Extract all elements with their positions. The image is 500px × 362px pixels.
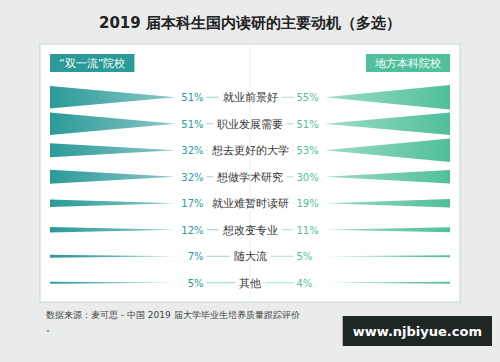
legend-item: 地方本科院校 [366, 54, 450, 72]
data-label: 12% [181, 225, 203, 236]
legend-label: 地方本科院校 [374, 57, 441, 70]
data-label: 55% [297, 92, 319, 103]
wedge [325, 255, 450, 257]
data-label: 53% [297, 145, 319, 156]
wedge [325, 170, 450, 183]
legend-swatch [366, 54, 450, 72]
marks [50, 85, 450, 284]
watermark-box [343, 316, 492, 346]
connector [207, 123, 214, 124]
connector [282, 229, 294, 230]
wedge [325, 139, 450, 162]
data-label: 19% [297, 198, 319, 209]
wedge [50, 255, 175, 258]
data-label: 4% [297, 278, 313, 289]
wedge [50, 170, 175, 184]
wedge [50, 227, 175, 232]
connector [207, 256, 230, 257]
connector [287, 176, 294, 177]
category-label: 想去更好的大学 [211, 144, 289, 157]
connector [265, 282, 294, 283]
connector [207, 203, 208, 204]
legend-swatch [50, 54, 134, 72]
category-label: 职业发展需要 [217, 118, 283, 131]
wedge [325, 282, 450, 284]
data-labels: 51% 51% 32% 32% 17% 12% 7% 5% 55% 51% 53% 30% 19% 11%… [181, 92, 318, 289]
data-label: 51% [181, 92, 203, 103]
connector [271, 256, 294, 257]
watermark-text: www.njbiyue.com [353, 324, 482, 339]
page [40, 44, 460, 302]
wedge [50, 199, 175, 207]
source: 数据来源：麦可思 - 中国 2019 届大学毕业生培养质量跟踪评价。 [46, 310, 300, 333]
connector [282, 97, 294, 98]
category-label: 想做学术研究 [216, 171, 283, 184]
connector [207, 176, 214, 177]
connector [207, 97, 219, 98]
connector [287, 123, 294, 124]
wedge [50, 86, 175, 109]
data-label: 32% [181, 172, 203, 183]
wedge [325, 112, 450, 135]
category-label: 就业难暂时读研 [212, 197, 289, 210]
wedge [325, 227, 450, 232]
legend-label: “双一流”院校 [59, 57, 125, 70]
wedge [50, 282, 175, 284]
data-label: 32% [181, 145, 203, 156]
background [0, 0, 500, 362]
data-label: 51% [297, 119, 319, 130]
connector [293, 150, 294, 151]
connector [207, 150, 208, 151]
wedge [50, 143, 175, 157]
wedge [325, 85, 450, 109]
data-label: 30% [297, 172, 319, 183]
wedge [50, 112, 175, 135]
title: 2019 届本科生国内读研的主要动机（多选） [99, 14, 401, 32]
category-label: 就业前景好 [223, 91, 278, 104]
data-label: 7% [188, 251, 204, 262]
data-label: 5% [297, 251, 313, 262]
connector [207, 229, 219, 230]
legend-item: “双一流”院校 [50, 54, 134, 72]
connector [293, 203, 294, 204]
data-label: 17% [181, 198, 203, 209]
data-label: 51% [181, 119, 203, 130]
data-label: 5% [188, 278, 204, 289]
category-label: 想改变专业 [222, 224, 278, 237]
connector [207, 282, 236, 283]
watermark: www.njbiyue.com [343, 316, 492, 346]
wedge [325, 199, 450, 207]
category-label: 随大流 [234, 250, 267, 263]
category-label: 其他 [239, 277, 261, 290]
data-label: 11% [297, 225, 319, 236]
category-labels: 就业前景好职业发展需要想去更好的大学想做学术研究就业难暂时读研想改变专业随大流其… [211, 91, 289, 290]
